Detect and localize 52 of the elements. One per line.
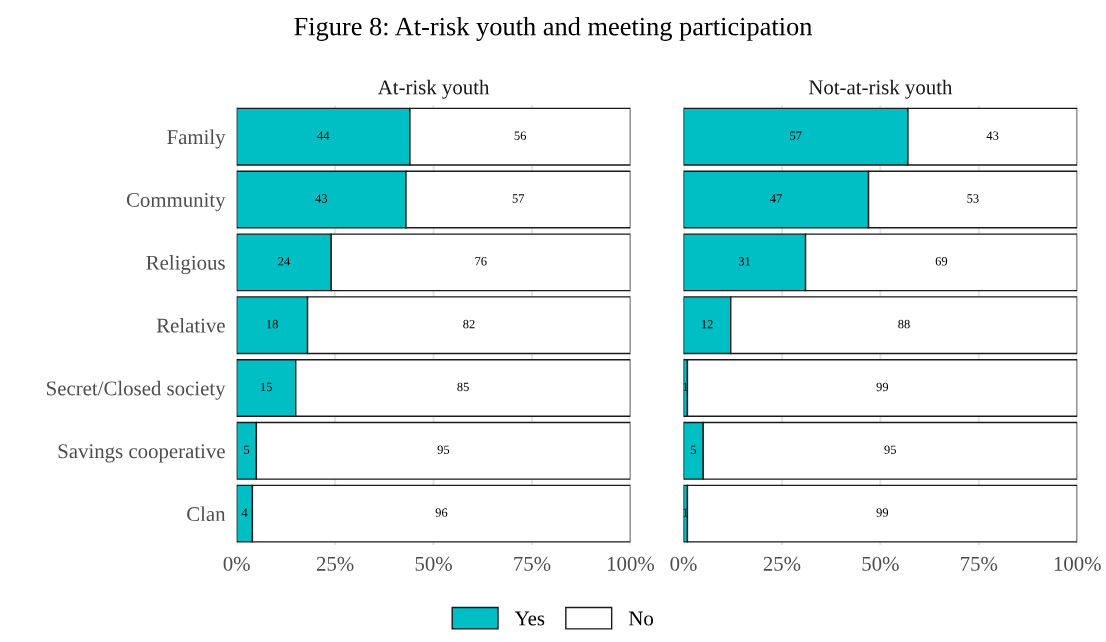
y-tick-label: Relative xyxy=(156,317,225,333)
data-label: 95 xyxy=(437,445,450,454)
data-label: 56 xyxy=(514,131,527,140)
y-tick-label: Community xyxy=(126,192,226,212)
data-label: 5 xyxy=(690,445,696,454)
y-tick-label: Clan xyxy=(187,506,226,522)
legend-label: Yes xyxy=(514,611,545,626)
data-label: 99 xyxy=(876,382,889,392)
data-label: 53 xyxy=(967,194,979,203)
y-tick-label: Family xyxy=(167,129,226,149)
data-label: 43 xyxy=(315,194,328,203)
data-label: 57 xyxy=(790,131,802,140)
x-tick-label: 75% xyxy=(514,556,551,571)
x-tick-label: 100% xyxy=(1054,556,1101,571)
data-label: 31 xyxy=(738,257,751,266)
data-label: 82 xyxy=(463,319,475,329)
data-label: 85 xyxy=(457,382,469,392)
x-tick-label: 50% xyxy=(862,556,899,571)
x-tick-label: 75% xyxy=(961,556,998,571)
data-label: 24 xyxy=(278,257,290,266)
data-label: 12 xyxy=(701,319,713,329)
data-label: 76 xyxy=(475,257,487,266)
x-tick-label: 25% xyxy=(316,556,354,571)
data-label: 5 xyxy=(244,445,250,454)
x-tick-label: 25% xyxy=(763,556,801,571)
y-tick-label: Secret/Closed society xyxy=(47,380,226,400)
data-label: 43 xyxy=(986,131,999,140)
data-label: 4 xyxy=(241,508,248,517)
data-label: 99 xyxy=(876,508,889,517)
data-label: 1 xyxy=(683,508,688,517)
data-label: 69 xyxy=(935,257,948,266)
data-label: 47 xyxy=(770,194,782,203)
bar xyxy=(686,484,1078,543)
data-label: 18 xyxy=(266,319,278,329)
data-label: 57 xyxy=(512,194,525,203)
x-tick-label: 100% xyxy=(607,556,655,571)
data-label: 15 xyxy=(261,382,272,392)
x-tick-label: 0% xyxy=(223,556,250,571)
y-tick-label: Religious xyxy=(146,255,225,275)
chart-title: Not-at-risk youth xyxy=(808,79,953,99)
data-label: 44 xyxy=(317,131,330,140)
legend-label: No xyxy=(628,611,654,626)
data-label: 1 xyxy=(683,382,688,391)
bar xyxy=(686,359,1078,417)
y-tick-label: Savings cooperative xyxy=(58,444,225,463)
data-label: 88 xyxy=(898,319,910,329)
caption: Figure 8: At-risk youth and meeting participation xyxy=(294,16,813,41)
x-tick-label: 0% xyxy=(670,556,697,571)
chart-title: At-risk youth xyxy=(377,79,490,99)
data-label: 96 xyxy=(435,508,448,517)
data-label: 95 xyxy=(884,445,896,454)
x-tick-label: 50% xyxy=(415,556,452,571)
